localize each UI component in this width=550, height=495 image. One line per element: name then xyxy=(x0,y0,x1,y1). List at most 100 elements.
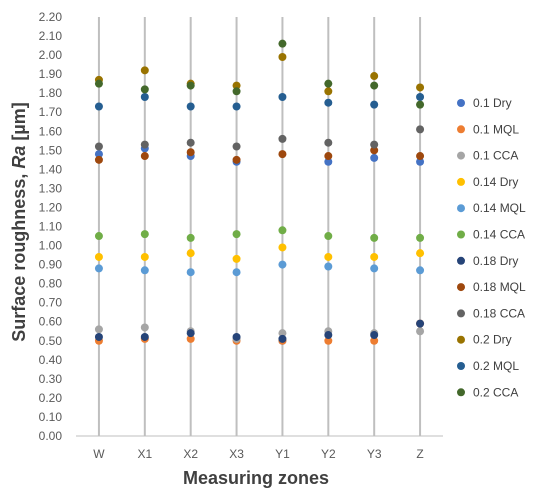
data-point xyxy=(232,155,241,164)
legend-marker xyxy=(457,388,465,397)
data-point xyxy=(94,79,103,88)
data-point xyxy=(370,72,379,81)
data-point xyxy=(416,266,425,275)
data-point xyxy=(370,146,379,155)
data-point xyxy=(94,142,103,151)
legend-label: 0.18 Dry xyxy=(473,254,518,268)
data-point xyxy=(232,332,241,341)
data-point xyxy=(140,152,149,161)
data-point xyxy=(278,243,287,252)
data-point xyxy=(232,268,241,277)
data-point xyxy=(140,332,149,341)
data-point xyxy=(232,102,241,111)
data-point xyxy=(416,92,425,101)
legend-label: 0.18 MQL xyxy=(473,280,526,294)
data-point xyxy=(232,254,241,263)
data-point xyxy=(278,260,287,269)
legend-marker xyxy=(457,309,465,318)
y-tick-label: 2.20 xyxy=(39,10,63,24)
legend-marker xyxy=(457,151,465,160)
y-tick-label: 0.30 xyxy=(39,372,63,386)
data-point xyxy=(94,325,103,334)
y-tick-label: 0.50 xyxy=(39,334,63,348)
data-point xyxy=(416,100,425,109)
legend-marker xyxy=(457,362,465,370)
data-point xyxy=(416,233,425,242)
data-point xyxy=(232,87,241,96)
data-point xyxy=(94,102,103,111)
y-axis-ticks: 0.00 0.10 0.20 0.30 0.40 0.50 0.60 0.70 0.80 0.90… xyxy=(39,10,63,443)
x-tick-label: Z xyxy=(416,447,423,461)
x-axis-title: Measuring zones xyxy=(183,468,329,488)
data-point xyxy=(416,319,425,328)
legend-label: 0.2 CCA xyxy=(473,385,518,399)
data-point xyxy=(370,140,379,149)
data-point xyxy=(278,52,287,61)
data-point xyxy=(370,81,379,90)
data-point xyxy=(94,155,103,164)
data-point xyxy=(186,102,195,111)
y-tick-label: 0.20 xyxy=(39,391,63,405)
y-axis-title-main: Surface roughness, xyxy=(9,169,29,342)
x-axis-ticks: W X1 X2 X3 Y1 Y2 Y3 Z xyxy=(93,447,423,461)
data-point xyxy=(278,329,287,338)
y-axis-title-unit: [µm] xyxy=(9,102,29,145)
data-point xyxy=(370,153,379,162)
y-tick-label: 1.60 xyxy=(39,124,63,138)
y-tick-label: 0.10 xyxy=(39,410,63,424)
y-tick-label: 1.90 xyxy=(39,67,63,81)
data-point xyxy=(278,39,287,48)
data-point xyxy=(278,92,287,101)
data-point xyxy=(186,329,195,338)
data-point xyxy=(278,226,287,235)
data-point xyxy=(324,252,333,261)
data-point xyxy=(232,81,241,90)
x-tick-label: W xyxy=(93,447,105,461)
data-point xyxy=(94,232,103,241)
x-tick-label: X2 xyxy=(183,447,198,461)
legend-label: 0.18 CCA xyxy=(473,306,525,320)
data-point xyxy=(324,87,333,96)
data-points xyxy=(94,39,425,345)
data-point xyxy=(140,323,149,332)
legend-marker xyxy=(457,256,465,265)
data-point xyxy=(140,92,149,101)
data-point xyxy=(324,138,333,147)
legend-label: 0.2 MQL xyxy=(473,359,519,373)
data-point xyxy=(370,331,379,340)
data-point xyxy=(416,327,425,336)
y-tick-label: 0.80 xyxy=(39,277,63,291)
x-tick-label: Y3 xyxy=(367,447,382,461)
data-point xyxy=(140,252,149,261)
legend-label: 0.2 Dry xyxy=(473,333,512,347)
data-point xyxy=(186,233,195,242)
data-point xyxy=(324,336,333,345)
x-tick-label: X3 xyxy=(229,447,244,461)
data-point xyxy=(232,230,241,239)
data-point xyxy=(370,100,379,109)
data-point xyxy=(140,140,149,149)
data-point xyxy=(324,152,333,161)
data-point xyxy=(324,331,333,340)
data-point xyxy=(324,98,333,107)
legend-marker xyxy=(457,283,465,292)
y-tick-label: 2.00 xyxy=(39,48,63,62)
y-tick-label: 1.30 xyxy=(39,181,63,195)
y-tick-label: 0.90 xyxy=(39,258,63,272)
data-point xyxy=(278,150,287,159)
y-tick-label: 1.10 xyxy=(39,220,63,234)
data-point xyxy=(186,148,195,157)
x-tick-label: X1 xyxy=(137,447,152,461)
data-point xyxy=(370,264,379,273)
data-point xyxy=(416,152,425,161)
data-point xyxy=(416,249,425,258)
data-point xyxy=(186,81,195,90)
data-point xyxy=(324,79,333,88)
x-tick-label: Y2 xyxy=(321,447,336,461)
data-point xyxy=(186,334,195,343)
legend-label: 0.14 Dry xyxy=(473,175,518,189)
data-point xyxy=(94,332,103,341)
data-point xyxy=(416,157,425,166)
data-point xyxy=(140,66,149,75)
